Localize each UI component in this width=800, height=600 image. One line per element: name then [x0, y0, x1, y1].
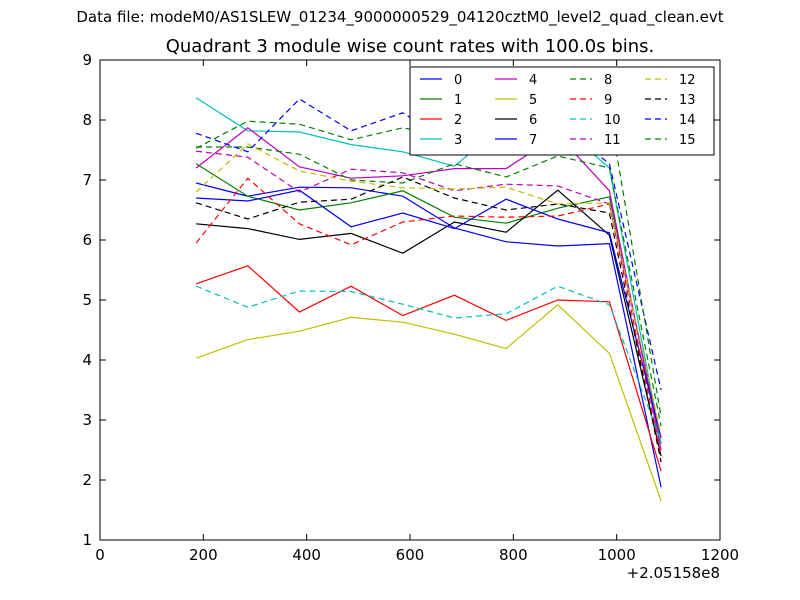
x-tick-label: 200 — [189, 546, 218, 564]
y-tick-label: 8 — [82, 111, 92, 129]
x-offset-label: +2.05158e8 — [627, 564, 720, 582]
legend-label-8: 8 — [604, 73, 612, 88]
x-tick-label: 400 — [292, 546, 321, 564]
legend-label-14: 14 — [679, 113, 696, 128]
y-tick-label: 1 — [82, 531, 92, 549]
series-line-1 — [195, 163, 662, 445]
series-line-7 — [196, 189, 662, 439]
series-line-10 — [195, 285, 662, 442]
legend-label-6: 6 — [529, 113, 537, 128]
y-tick-label: 5 — [82, 291, 92, 309]
figure-suptitle: Data file: modeM0/AS1SLEW_01234_90000005… — [76, 8, 724, 26]
legend-label-4: 4 — [529, 73, 537, 88]
legend-label-11: 11 — [604, 133, 621, 148]
legend-label-13: 13 — [679, 93, 696, 108]
x-tick-label: 0 — [95, 546, 105, 564]
y-tick-label: 2 — [82, 471, 92, 489]
series-line-11 — [196, 150, 662, 439]
legend-label-2: 2 — [454, 113, 462, 128]
series-line-4 — [195, 127, 662, 451]
legend-label-9: 9 — [604, 93, 612, 108]
y-tick-label: 4 — [82, 351, 92, 369]
series-line-5 — [195, 303, 662, 502]
legend-label-1: 1 — [454, 93, 462, 108]
x-tick-label: 800 — [499, 546, 528, 564]
legend-label-10: 10 — [604, 113, 621, 128]
y-tick-label: 9 — [82, 51, 92, 69]
legend-label-12: 12 — [679, 73, 696, 88]
y-tick-label: 7 — [82, 171, 92, 189]
legend-label-0: 0 — [454, 73, 462, 88]
series-line-15 — [195, 110, 662, 418]
series-line-2 — [195, 265, 662, 472]
chart-title: Quadrant 3 module wise count rates with … — [165, 36, 655, 57]
x-tick-label: 1000 — [598, 546, 636, 564]
x-tick-label: 600 — [396, 546, 425, 564]
legend-label-3: 3 — [454, 133, 462, 148]
series-line-6 — [196, 189, 662, 457]
y-tick-label: 6 — [82, 231, 92, 249]
y-tick-label: 3 — [82, 411, 92, 429]
series-line-0 — [195, 182, 662, 488]
series-lines — [195, 96, 662, 502]
series-line-8 — [196, 146, 662, 427]
legend-label-15: 15 — [679, 133, 696, 148]
legend-label-7: 7 — [529, 133, 537, 148]
legend-box — [409, 66, 715, 156]
series-line-9 — [195, 177, 662, 457]
x-tick-label: 1200 — [701, 546, 739, 564]
series-line-13 — [195, 176, 662, 463]
legend-label-5: 5 — [529, 93, 537, 108]
